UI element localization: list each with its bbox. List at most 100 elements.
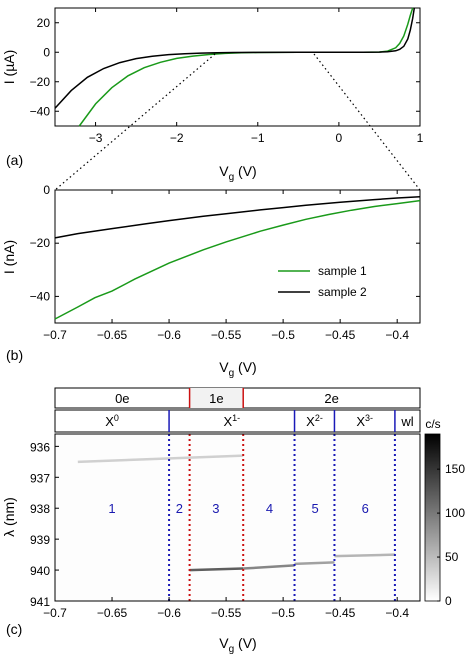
colorbar-ticks: 0 50 100 150 — [437, 462, 465, 608]
region-label-3: 3 — [212, 501, 219, 516]
panel-c-x-axis-label: Vg (V) — [219, 635, 256, 655]
x-tick-label: −0.55 — [211, 606, 242, 620]
colorbar-tick-label: 0 — [445, 594, 452, 608]
panel-b-series — [54, 195, 421, 320]
panel-b-legend: sample 1 sample 2 — [278, 264, 367, 299]
zoom-connector-lines — [54, 53, 421, 191]
x-tick-label: 0 — [336, 131, 343, 145]
exciton-label: X0 — [105, 413, 119, 429]
x-tick-label: −3 — [89, 131, 103, 145]
panel-a-series-2-line — [54, 7, 416, 109]
y-tick-label: 20 — [37, 16, 51, 30]
charge-state-label-0e: 0e — [115, 391, 129, 406]
y-tick-label: 0 — [43, 183, 50, 197]
x-tick-label: −2 — [170, 131, 184, 145]
panel-a-series — [54, 7, 416, 127]
panel-a-current-vs-gate-voltage: −3 −2 −1 0 1 20 0 −20 −40 I (µA) Vg (V) (a) — [1, 7, 424, 183]
y-tick-label: 0 — [43, 45, 50, 59]
y-tick-label: 938 — [30, 502, 50, 516]
panel-c-y-axis-label: λ (nm) — [1, 497, 17, 537]
y-tick-label: −20 — [30, 75, 51, 89]
x-tick-label: −0.45 — [325, 606, 356, 620]
colorbar-tick-label: 50 — [445, 550, 459, 564]
x-tick-label: −0.5 — [271, 328, 295, 342]
panel-c-emission-lines — [77, 454, 395, 572]
x-tick-label: −0.7 — [43, 328, 67, 342]
y-tick-label: −20 — [30, 236, 51, 250]
panel-b-ticks: −0.7 −0.65 −0.6 −0.55 −0.5 −0.45 −0.4 0 −20 −40 — [30, 183, 420, 342]
panel-c-x-axis-label-unit: (V) — [234, 635, 257, 651]
legend-label-sample-2: sample 2 — [318, 285, 367, 299]
exciton-label-main: X — [223, 414, 232, 429]
panel-a-x-axis-label-main: V — [219, 163, 229, 179]
exciton-label-sup: 0 — [114, 413, 119, 423]
y-tick-label: 941 — [30, 595, 50, 609]
x-tick-label: −0.7 — [43, 606, 67, 620]
y-tick-label: −40 — [30, 289, 51, 303]
exciton-label-main: X — [105, 414, 114, 429]
emission-line-1 — [77, 454, 244, 464]
panel-b-plot-frame — [54, 189, 421, 324]
exciton-label-sup: 2- — [315, 413, 323, 423]
y-tick-label: 939 — [30, 533, 50, 547]
region-label-5: 5 — [311, 501, 318, 516]
x-tick-label: −0.6 — [157, 606, 181, 620]
exciton-label: wl — [400, 414, 413, 429]
charge-state-label-1e: 1e — [209, 391, 223, 406]
zoom-connector-right — [313, 53, 421, 191]
x-tick-label: −0.5 — [271, 606, 295, 620]
exciton-label: X2- — [306, 413, 323, 429]
x-tick-label: −0.65 — [97, 606, 128, 620]
exciton-bar — [54, 409, 421, 433]
exciton-label-main: X — [306, 414, 315, 429]
y-tick-label: 937 — [30, 471, 50, 485]
exciton-label-main: X — [356, 414, 365, 429]
panel-a-ticks: −3 −2 −1 0 1 20 0 −20 −40 — [30, 8, 424, 145]
exciton-label-sup: 1- — [232, 413, 240, 423]
panel-a-series-1-line — [78, 7, 414, 127]
x-tick-label: −0.45 — [325, 328, 356, 342]
region-label-1: 1 — [108, 501, 115, 516]
x-tick-label: −0.4 — [385, 606, 409, 620]
region-label-6: 6 — [362, 501, 369, 516]
exciton-label: X3- — [356, 413, 373, 429]
exciton-label: X1- — [223, 413, 240, 429]
region-label-4: 4 — [266, 501, 273, 516]
exciton-label-sup: 3- — [365, 413, 373, 423]
y-tick-label: −40 — [30, 104, 51, 118]
y-tick-label: 940 — [30, 564, 50, 578]
panel-c-x-axis-label-main: V — [219, 635, 229, 651]
panel-a-y-axis-label: I (µA) — [1, 50, 17, 85]
panel-a-plot-frame — [54, 7, 421, 127]
x-tick-label: −1 — [251, 131, 265, 145]
x-tick-label: −0.55 — [211, 328, 242, 342]
emission-line-4 — [294, 561, 335, 566]
panel-c-plot-background — [55, 434, 420, 601]
panel-a-x-axis-label: Vg (V) — [219, 163, 256, 183]
x-tick-label: 1 — [417, 131, 424, 145]
colorbar-tick-label: 150 — [445, 462, 465, 476]
charge-state-cell — [189, 388, 244, 408]
region-label-2: 2 — [176, 501, 183, 516]
panel-b-x-axis-label-sub: g — [229, 368, 235, 379]
emission-line-2 — [189, 567, 244, 572]
y-tick-label: 936 — [30, 440, 50, 454]
legend-label-sample-1: sample 1 — [318, 264, 367, 278]
x-tick-label: −0.4 — [385, 328, 409, 342]
panel-b-y-axis-label: I (nA) — [1, 240, 17, 274]
x-tick-label: −0.65 — [97, 328, 128, 342]
panel-b-current-zoom: −0.7 −0.65 −0.6 −0.55 −0.5 −0.45 −0.4 0 −20 −40 s… — [1, 183, 421, 379]
x-tick-label: −0.6 — [157, 328, 181, 342]
zoom-connector-left — [54, 53, 216, 191]
panel-b-x-axis-label-unit: (V) — [234, 359, 257, 375]
colorbar-label: c/s — [425, 417, 440, 431]
panel-c-region-labels: 1 2 3 4 5 6 — [108, 501, 368, 516]
panel-b-series-2-line — [54, 195, 421, 239]
panel-a-x-axis-label-unit: (V) — [234, 163, 257, 179]
colorbar — [424, 433, 441, 602]
panel-a-tag: (a) — [6, 152, 23, 168]
emission-line-3 — [243, 564, 295, 570]
